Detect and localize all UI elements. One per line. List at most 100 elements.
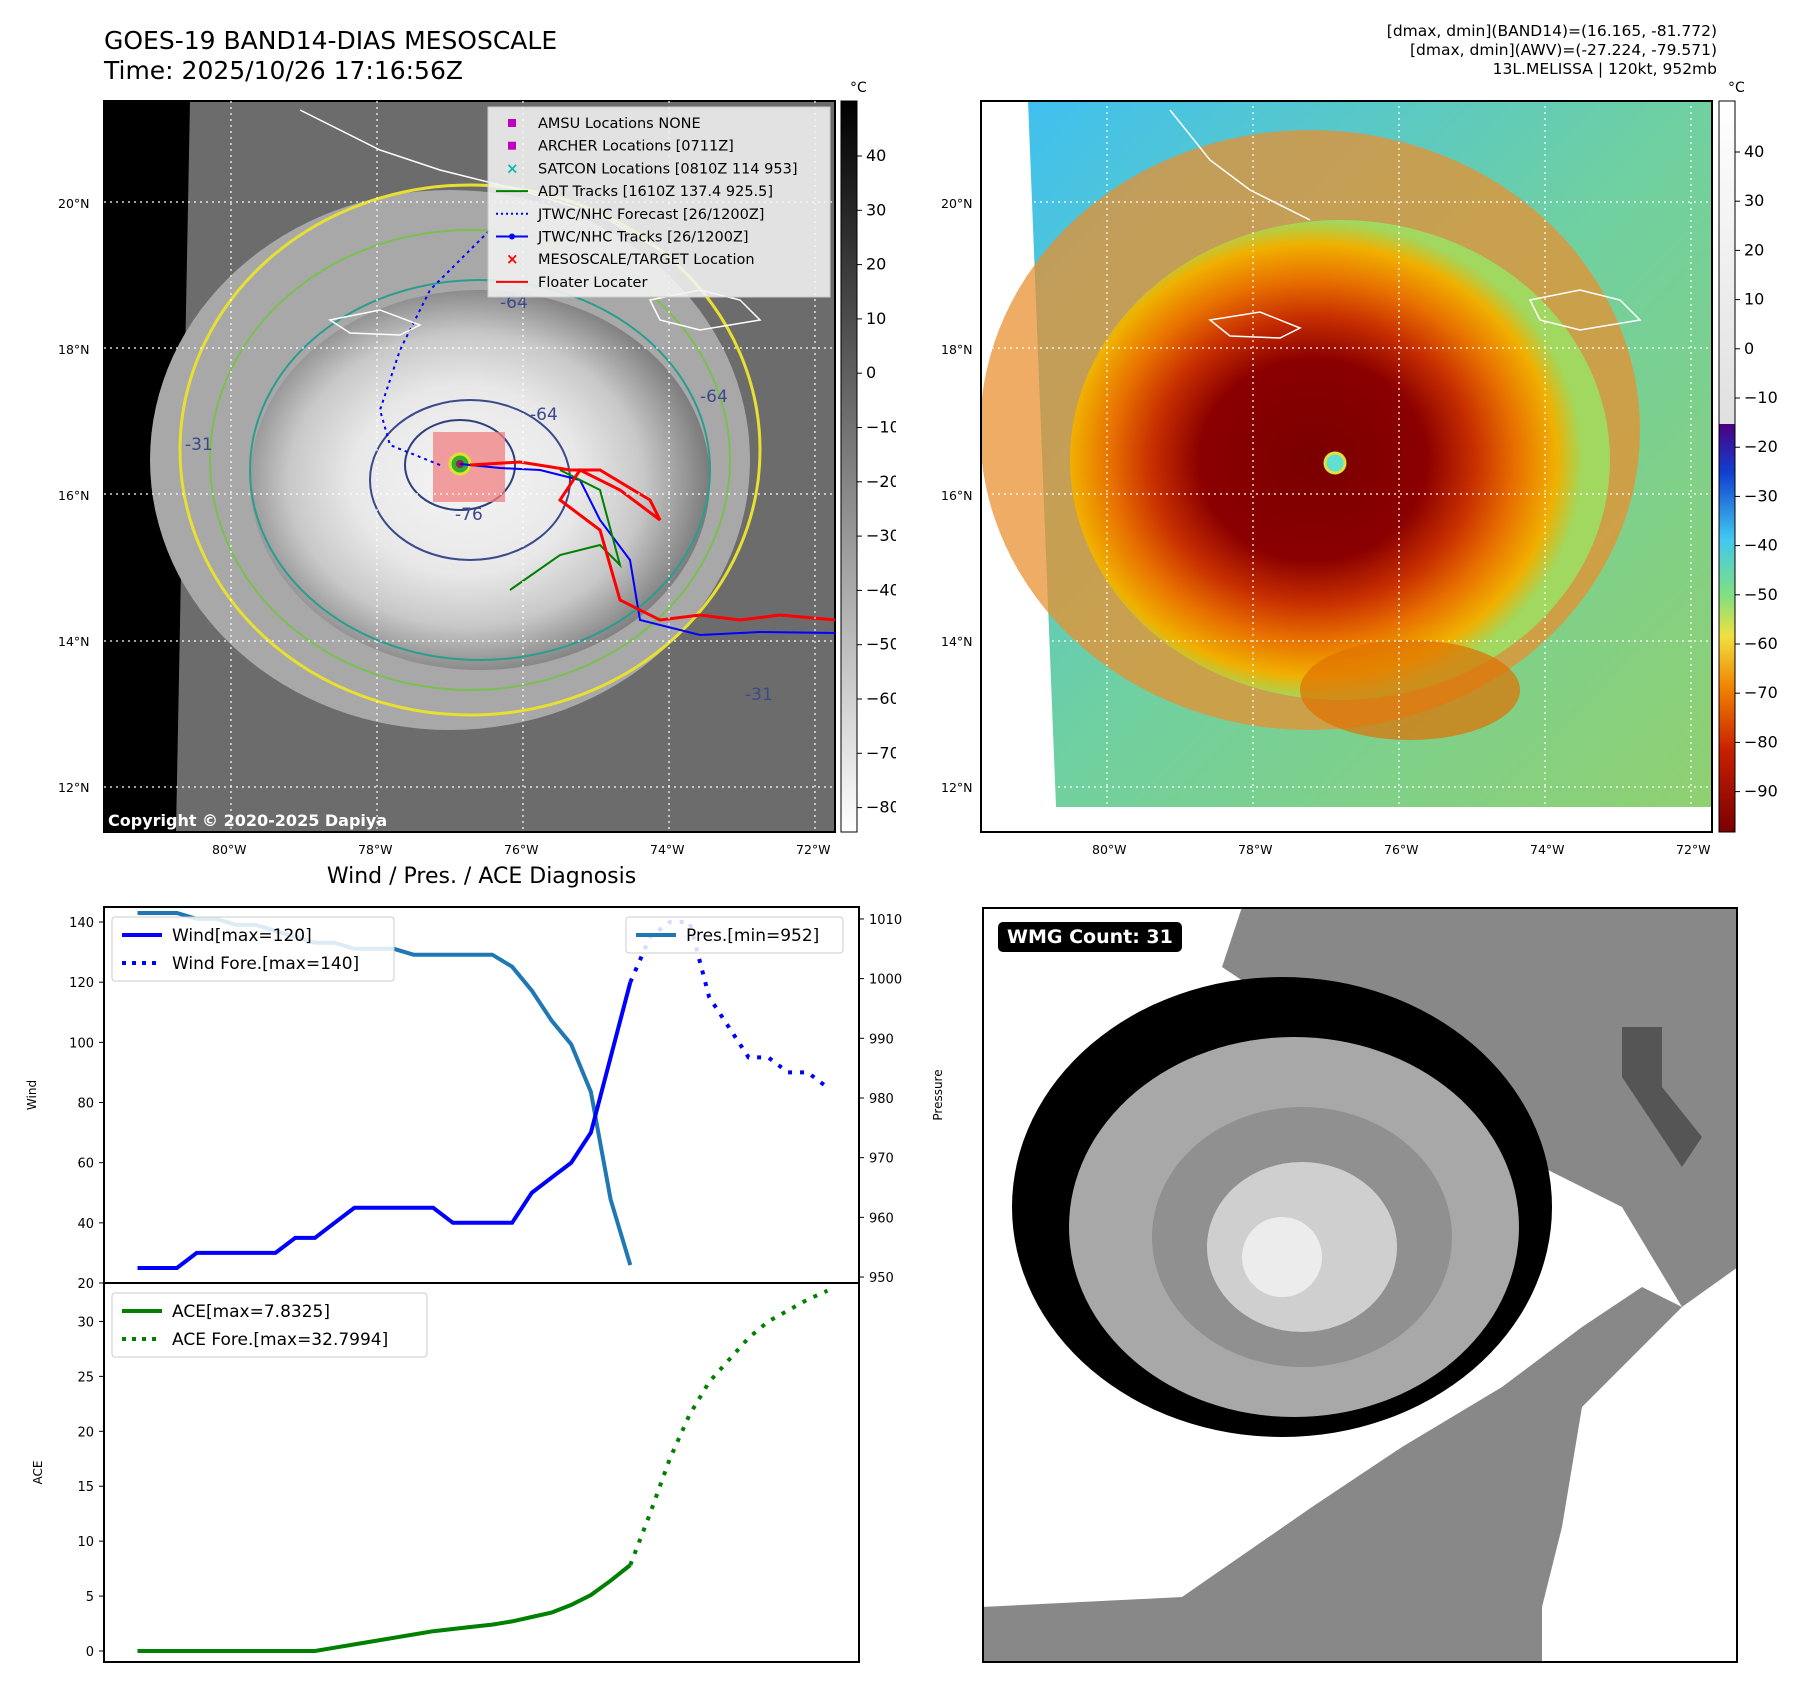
wind-axis-label: Wind [25, 1080, 39, 1110]
awv-lon-axis: 80°W 78°W 76°W 74°W 72°W [880, 842, 1780, 862]
lon-label: 76°W [504, 842, 539, 857]
storm-info: [dmax, dmin](BAND14)=(16.165, -81.772) [… [1387, 22, 1717, 79]
lat-label: 12°N [941, 780, 973, 795]
copyright-text: Copyright © 2020-2025 Dapiya [108, 811, 387, 830]
colorbar-tick-label: 40 [866, 146, 886, 165]
pressure-ytick-label: 980 [869, 1092, 894, 1107]
colorbar-tick-label: −40 [1744, 536, 1778, 555]
lat-label: 18°N [58, 342, 90, 357]
lat-label: 20°N [941, 196, 973, 211]
awv-dry-slot [1300, 640, 1520, 740]
contour-label: -31 [185, 435, 213, 455]
ir-inner-contour [404, 419, 516, 511]
lat-label: 16°N [941, 488, 973, 503]
colorbar-tick-label: 30 [1744, 191, 1764, 210]
colorbar-tick-label: 0 [866, 363, 876, 382]
lat-label: 12°N [58, 780, 90, 795]
legend-marker [509, 233, 515, 240]
colorbar-tick-label: 20 [866, 255, 886, 274]
pressure-legend-label: Pres.[min=952] [686, 926, 819, 946]
ir-colorbar: °C 40 30 20 10 0 −10 −20 −30 −40 −50 −60 −70 −80 [840, 80, 896, 833]
legend-label: ARCHER Locations [0711Z] [538, 139, 734, 155]
contour-label: -64 [500, 293, 528, 313]
awv-colorbar-top [1719, 101, 1735, 424]
legend-label: Floater Locater [538, 275, 647, 291]
colorbar-tick-label: −10 [866, 418, 896, 437]
colorbar-tick-label: 10 [866, 309, 886, 328]
awv-hispaniola-coastline [1528, 289, 1642, 331]
awv-jamaica-coastline [1208, 311, 1302, 339]
ace-ytick-label: 0 [86, 1645, 94, 1660]
colorbar-tick-label: −50 [1744, 585, 1778, 604]
ir-lon-axis: 80°W 78°W 76°W 74°W 72°W [0, 842, 900, 862]
legend-marker [508, 141, 516, 150]
lon-label: 72°W [796, 842, 831, 857]
lon-label: 76°W [1384, 842, 1419, 857]
legend-marker [508, 119, 516, 127]
lat-label: 20°N [58, 196, 90, 211]
lon-label: 74°W [1530, 842, 1565, 857]
ir-no-data-area [104, 101, 190, 832]
ace-ytick-label: 5 [86, 1590, 94, 1605]
lon-label: 72°W [1676, 842, 1711, 857]
legend-label: AMSU Locations NONE [538, 116, 701, 132]
colorbar-tick-label: −30 [866, 526, 896, 545]
lon-label: 80°W [212, 842, 247, 857]
colorbar-tick-label: −70 [1744, 683, 1778, 702]
wind-legend-box [111, 916, 395, 982]
colorbar-tick-label: −80 [866, 798, 896, 817]
legend-label: MESOSCALE/TARGET Location [538, 252, 755, 268]
jamaica-coastline [328, 309, 422, 336]
colorbar-tick-label: 30 [866, 200, 886, 219]
contour-label: -64 [700, 387, 728, 407]
ace-ytick-label: 25 [77, 1370, 94, 1385]
chart-title-line2: Time: 2025/10/26 17:16:56Z [104, 56, 463, 85]
wmg-panel [982, 907, 1738, 1663]
wind-legend-label: Wind Fore.[max=140] [172, 954, 359, 974]
colorbar-tick-label: −40 [866, 580, 896, 599]
legend-label: ADT Tracks [1610Z 137.4 925.5] [538, 184, 773, 200]
wind-ytick-label: 120 [69, 976, 94, 991]
lon-label: 80°W [1092, 842, 1127, 857]
contour-label: -31 [745, 685, 773, 705]
ace-legend-box [111, 1292, 428, 1358]
wind-ytick-label: 40 [77, 1217, 94, 1232]
ir-legend: AMSU Locations NONE ARCHER Locations [071… [487, 106, 831, 298]
ace-line [137, 1563, 632, 1653]
info-line-storm: 13L.MELISSA | 120kt, 952mb [1492, 60, 1717, 78]
lon-label: 78°W [358, 842, 393, 857]
ir-yellow-contour [178, 183, 762, 717]
awv-eye [1323, 451, 1347, 475]
ir-colorbar-unit: °C [850, 80, 867, 96]
colorbar-tick-label: 40 [1744, 142, 1764, 161]
pressure-ytick-label: 960 [869, 1211, 894, 1226]
legend-box [487, 106, 831, 298]
wind-legend-label: Wind[max=120] [172, 926, 312, 946]
legend-label: JTWC/NHC Forecast [26/1200Z] [537, 207, 764, 223]
lat-label: 16°N [58, 488, 90, 503]
wmg-gray-region-lower [982, 1287, 1682, 1663]
colorbar-tick-label: −20 [866, 472, 896, 491]
pressure-ytick-label: 950 [869, 1271, 894, 1286]
lat-label: 18°N [941, 342, 973, 357]
legend-label: JTWC/NHC Tracks [26/1200Z] [537, 230, 749, 246]
contour-label: -64 [530, 405, 558, 425]
lon-label: 78°W [1238, 842, 1273, 857]
wind-forecast-line [628, 920, 829, 1090]
wmg-count-badge: WMG Count: 31 [998, 922, 1182, 952]
pressure-ytick-label: 990 [869, 1032, 894, 1047]
colorbar-tick-label: 20 [1744, 240, 1764, 259]
pressure-axis-label: Pressure [931, 1069, 945, 1120]
colorbar-tick-label: −70 [866, 743, 896, 762]
contour-label: -76 [455, 505, 483, 525]
colorbar-tick-label: 0 [1744, 339, 1754, 358]
ir-colorbar-bar [840, 100, 858, 833]
ir-navy-contour [369, 399, 571, 561]
chart-title: GOES-19 BAND14-DIAS MESOSCALE Time: 2025… [104, 26, 557, 86]
chart-title-line1: GOES-19 BAND14-DIAS MESOSCALE [104, 26, 558, 55]
ir-map-panel: -64 -64 -76 -64 -31 -31 Copyright © 2020… [103, 100, 836, 833]
legend-marker: × [506, 250, 519, 268]
legend-label: SATCON Locations [0810Z 114 953] [538, 161, 797, 177]
ace-forecast-line [628, 1288, 829, 1566]
floater-track [469, 460, 835, 622]
